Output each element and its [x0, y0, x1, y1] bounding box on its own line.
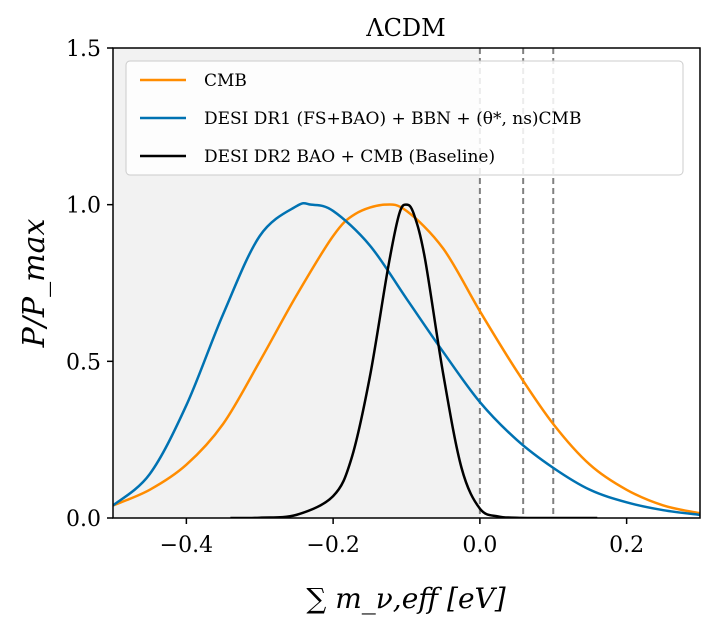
legend-label-0: CMB: [204, 71, 247, 91]
vertical-lines: [478, 48, 555, 518]
legend-box: [125, 60, 684, 176]
x-tick-label-3: 0.2: [609, 533, 644, 558]
y-tick-label-1: 0.5: [66, 350, 101, 375]
legend: CMB DESI DR1 (FS+BAO) + BBN + (θ*, ns)CMB…: [125, 60, 684, 176]
series-line-0: [113, 203, 700, 515]
y-axis-label: P/P_max: [17, 219, 52, 349]
y-tick-label-0: 0.0: [66, 507, 101, 532]
series-line-1: [113, 201, 700, 517]
x-tick-label-2: 0.0: [462, 533, 497, 558]
legend-label-1: DESI DR1 (FS+BAO) + BBN + (θ*, ns)CMB: [204, 109, 581, 129]
x-tick-label-1: −0.2: [306, 533, 359, 558]
y-tick-label-3: 1.5: [66, 37, 101, 62]
chart-title: ΛCDM: [365, 14, 446, 42]
x-axis-label: ∑ m_ν,eff [eV]: [306, 582, 505, 615]
plot-frame: [112, 47, 701, 519]
x-tick-label-0: −0.4: [160, 533, 213, 558]
y-tick-label-2: 1.0: [66, 194, 101, 219]
ticks: −0.4 −0.2 0.0 0.2 0.0 0.5 1.0 1.5: [66, 37, 644, 558]
legend-label-2: DESI DR2 BAO + CMB (Baseline): [204, 147, 495, 167]
